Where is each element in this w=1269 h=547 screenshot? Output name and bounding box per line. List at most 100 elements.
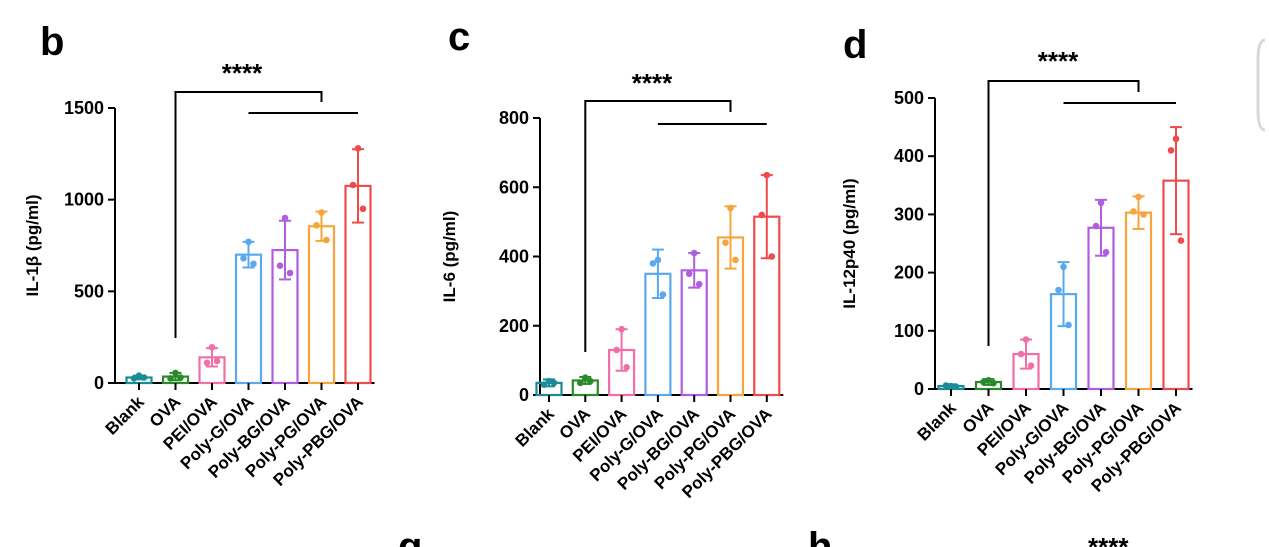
data-point bbox=[947, 382, 955, 390]
data-point bbox=[286, 269, 294, 277]
data-point bbox=[177, 374, 184, 381]
data-point bbox=[208, 343, 216, 351]
data-point bbox=[990, 379, 997, 387]
y-tick-label: 400 bbox=[894, 146, 924, 166]
data-point bbox=[540, 381, 548, 388]
y-tick-label: 500 bbox=[894, 88, 924, 108]
data-point bbox=[690, 249, 698, 257]
significance-stars: **** bbox=[632, 68, 673, 98]
data-point bbox=[1140, 211, 1147, 218]
data-point bbox=[1135, 193, 1142, 201]
y-tick-label: 400 bbox=[499, 247, 529, 267]
edge-frame-fragment bbox=[1256, 38, 1266, 132]
data-point bbox=[250, 260, 257, 268]
data-point bbox=[359, 205, 367, 213]
data-point bbox=[140, 374, 148, 381]
panel-letter: c bbox=[448, 15, 470, 59]
data-point bbox=[550, 379, 558, 387]
data-point bbox=[135, 372, 143, 379]
data-point bbox=[1172, 135, 1180, 143]
y-tick-label: 800 bbox=[499, 108, 529, 128]
data-point bbox=[649, 260, 657, 267]
data-point bbox=[1097, 199, 1105, 207]
data-point bbox=[1177, 237, 1185, 244]
y-tick-label: 1500 bbox=[64, 98, 104, 118]
data-point bbox=[167, 375, 174, 382]
bar-poly-pg-ova bbox=[1124, 211, 1153, 391]
panel-label-g: g bbox=[398, 525, 422, 547]
data-point bbox=[952, 383, 960, 390]
significance-stars: **** bbox=[222, 58, 263, 88]
partial-significance-stars: **** bbox=[1088, 532, 1129, 547]
x-tick-label: Blank bbox=[914, 398, 961, 445]
y-tick-label: 300 bbox=[894, 204, 924, 224]
panel-letter: b bbox=[40, 20, 64, 64]
y-tick-label: 200 bbox=[499, 316, 529, 336]
data-point bbox=[1027, 362, 1035, 370]
data-point bbox=[1060, 263, 1067, 271]
data-point bbox=[313, 222, 320, 229]
data-point bbox=[722, 239, 729, 246]
x-tick-label: Blank bbox=[102, 392, 149, 439]
data-point bbox=[1065, 321, 1072, 329]
data-point bbox=[685, 270, 693, 278]
significance-bracket bbox=[987, 80, 1140, 346]
data-point bbox=[281, 214, 289, 222]
y-tick-label: 100 bbox=[894, 321, 924, 341]
panel-label-h: h bbox=[808, 525, 832, 547]
data-point bbox=[613, 346, 620, 354]
data-point bbox=[577, 379, 584, 387]
data-point bbox=[763, 171, 771, 179]
data-point bbox=[732, 256, 739, 264]
data-point bbox=[1102, 248, 1110, 256]
bar-poly-g-ova bbox=[234, 253, 263, 385]
data-point bbox=[1130, 208, 1137, 215]
data-point bbox=[1055, 286, 1062, 294]
y-tick-label: 500 bbox=[74, 281, 104, 301]
data-point bbox=[1022, 336, 1030, 343]
data-point bbox=[942, 382, 950, 389]
y-axis-title: IL-6 (pg/ml) bbox=[440, 211, 459, 303]
data-point bbox=[695, 280, 703, 288]
data-point bbox=[318, 209, 325, 216]
data-point bbox=[545, 377, 553, 385]
significance-bracket bbox=[584, 100, 732, 352]
significance-stars: **** bbox=[1038, 46, 1079, 76]
data-point bbox=[172, 369, 179, 377]
data-point bbox=[768, 253, 776, 260]
data-point bbox=[623, 364, 630, 371]
data-point bbox=[618, 325, 625, 333]
bar-poly-pg-ova bbox=[307, 225, 336, 385]
data-point bbox=[349, 181, 357, 189]
bar-poly-bg-ova bbox=[680, 269, 708, 397]
data-point bbox=[203, 359, 211, 367]
x-tick-label: Blank bbox=[512, 404, 559, 451]
data-point bbox=[1167, 147, 1175, 154]
y-tick-label: 0 bbox=[94, 373, 104, 393]
data-point bbox=[213, 357, 221, 365]
data-point bbox=[582, 374, 589, 381]
panel-letter: d bbox=[843, 23, 867, 67]
data-point bbox=[354, 145, 362, 152]
data-point bbox=[758, 211, 766, 219]
y-tick-label: 200 bbox=[894, 263, 924, 283]
y-tick-label: 0 bbox=[519, 385, 529, 405]
data-point bbox=[130, 375, 138, 382]
y-tick-label: 600 bbox=[499, 177, 529, 197]
data-point bbox=[727, 204, 734, 212]
data-point bbox=[587, 377, 594, 385]
data-point bbox=[654, 256, 662, 264]
data-point bbox=[1092, 222, 1100, 230]
data-point bbox=[240, 255, 247, 262]
y-axis-title: IL-12p40 (pg/ml) bbox=[840, 178, 859, 308]
data-point bbox=[659, 291, 667, 298]
significance-bracket bbox=[174, 91, 323, 338]
data-point bbox=[276, 262, 284, 269]
data-point bbox=[245, 238, 252, 246]
data-point bbox=[985, 376, 992, 384]
data-point bbox=[323, 236, 330, 244]
